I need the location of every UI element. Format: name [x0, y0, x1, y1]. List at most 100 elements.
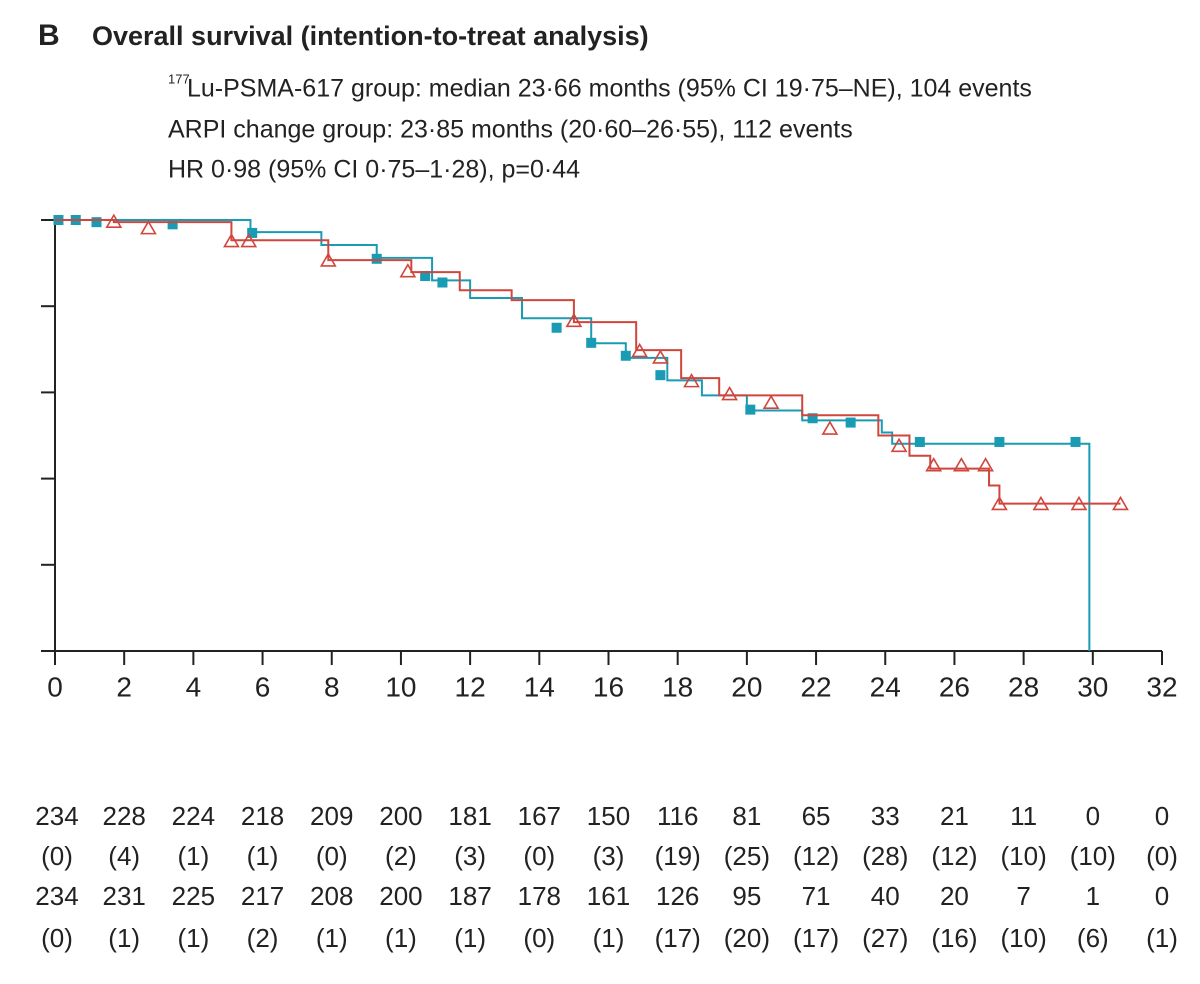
risk-cell: 218 [241, 801, 284, 831]
censor-mark [991, 495, 1008, 511]
censor-mark [247, 227, 258, 238]
x-tick-label: 6 [255, 671, 271, 702]
risk-cell: 0 [1155, 801, 1169, 831]
survival-curve [55, 219, 1091, 651]
censor-mark [721, 385, 738, 401]
censor-mark [1070, 495, 1088, 511]
x-tick-label: 32 [1146, 671, 1177, 702]
superscript: 177 [168, 71, 190, 86]
censor-mark [586, 337, 597, 348]
censor-mark [1112, 495, 1129, 511]
risk-cell: 71 [802, 881, 831, 911]
censor-mark [821, 420, 839, 435]
risk-cell: 187 [448, 881, 491, 911]
censor-mark [399, 263, 417, 278]
x-tick-label: 30 [1077, 671, 1108, 702]
risk-cell: (12) [793, 841, 839, 871]
censor-mark [565, 312, 583, 328]
censor-mark [167, 219, 178, 230]
x-tick-label: 22 [800, 671, 831, 702]
risk-cell: 209 [310, 801, 353, 831]
risk-cell: 21 [940, 801, 969, 831]
risk-cell: 116 [657, 801, 698, 831]
chart-title: Overall survival (intention-to-treat ana… [92, 21, 649, 51]
risk-cell: 224 [172, 801, 215, 831]
risk-cell: (17) [655, 923, 701, 953]
censor-mark [437, 277, 448, 288]
risk-cell: (3) [593, 841, 625, 871]
censor-mark [631, 342, 649, 358]
censor-mark [845, 417, 856, 428]
annotation: ARPI change group: 23·85 months (20·60–2… [168, 116, 853, 144]
risk-cell: (1) [316, 923, 348, 953]
risk-cell: (27) [862, 923, 908, 953]
risk-cell: (0) [1146, 841, 1178, 871]
risk-cell: (19) [655, 841, 701, 871]
risk-cell: (1) [247, 841, 279, 871]
risk-cell: (3) [454, 841, 486, 871]
risk-cell: 181 [448, 801, 491, 831]
risk-cell: 200 [379, 801, 422, 831]
censor-mark [651, 349, 669, 364]
risk-cell: 81 [732, 801, 761, 831]
risk-cell: (12) [931, 841, 977, 871]
risk-cell: 11 [1010, 801, 1037, 831]
x-tick-label: 16 [593, 671, 624, 702]
risk-cell: 126 [656, 881, 699, 911]
censor-mark [890, 437, 908, 453]
risk-cell: 95 [732, 881, 761, 911]
censor-mark [745, 404, 756, 415]
risk-cell: 228 [102, 801, 145, 831]
survival-curve [55, 219, 1121, 505]
censor-mark [655, 370, 666, 381]
censor-mark [1032, 495, 1050, 511]
censor-mark [683, 373, 700, 388]
risk-cell: (1) [454, 923, 486, 953]
x-tick-label: 12 [455, 671, 486, 702]
x-tick-label: 24 [870, 671, 901, 702]
censor-mark [371, 253, 382, 264]
x-tick-label: 10 [385, 671, 416, 702]
risk-cell: 200 [379, 881, 422, 911]
risk-cell: 208 [310, 881, 353, 911]
risk-cell: 234 [35, 801, 78, 831]
x-tick-label: 4 [186, 671, 202, 702]
risk-cell: (0) [316, 841, 348, 871]
censor-mark [105, 213, 123, 228]
risk-cell: 217 [241, 881, 284, 911]
censor-mark [952, 457, 970, 472]
risk-cell: (0) [41, 923, 73, 953]
risk-cell: (1) [177, 841, 209, 871]
x-tick-label: 20 [731, 671, 762, 702]
risk-cell: (0) [523, 923, 555, 953]
x-tick-label: 0 [47, 671, 63, 702]
risk-cell: 150 [587, 801, 630, 831]
risk-cell: (1) [385, 923, 417, 953]
risk-cell: (16) [931, 923, 977, 953]
risk-cell: 0 [1086, 801, 1100, 831]
censor-mark [925, 457, 943, 472]
risk-cell: (10) [1001, 923, 1047, 953]
risk-cell: 225 [172, 881, 215, 911]
risk-cell: (1) [177, 923, 209, 953]
censor-mark [620, 350, 631, 361]
censor-mark [420, 271, 431, 282]
risk-cell: 33 [871, 801, 900, 831]
risk-cell: 65 [802, 801, 831, 831]
risk-cell: (2) [247, 923, 279, 953]
risk-cell: (2) [385, 841, 417, 871]
censor-mark [140, 220, 157, 235]
risk-cell: (6) [1077, 923, 1109, 953]
censor-mark [762, 394, 780, 409]
risk-cell: 178 [518, 881, 561, 911]
censor-mark [914, 436, 925, 447]
risk-cell: (28) [862, 841, 908, 871]
x-tick-label: 8 [324, 671, 340, 702]
risk-cell: (1) [593, 923, 625, 953]
risk-cell: 231 [102, 881, 145, 911]
panel-label: B [38, 19, 60, 52]
risk-cell: 1 [1086, 881, 1100, 911]
x-tick-label: 14 [524, 671, 555, 702]
risk-cell: 167 [518, 801, 561, 831]
